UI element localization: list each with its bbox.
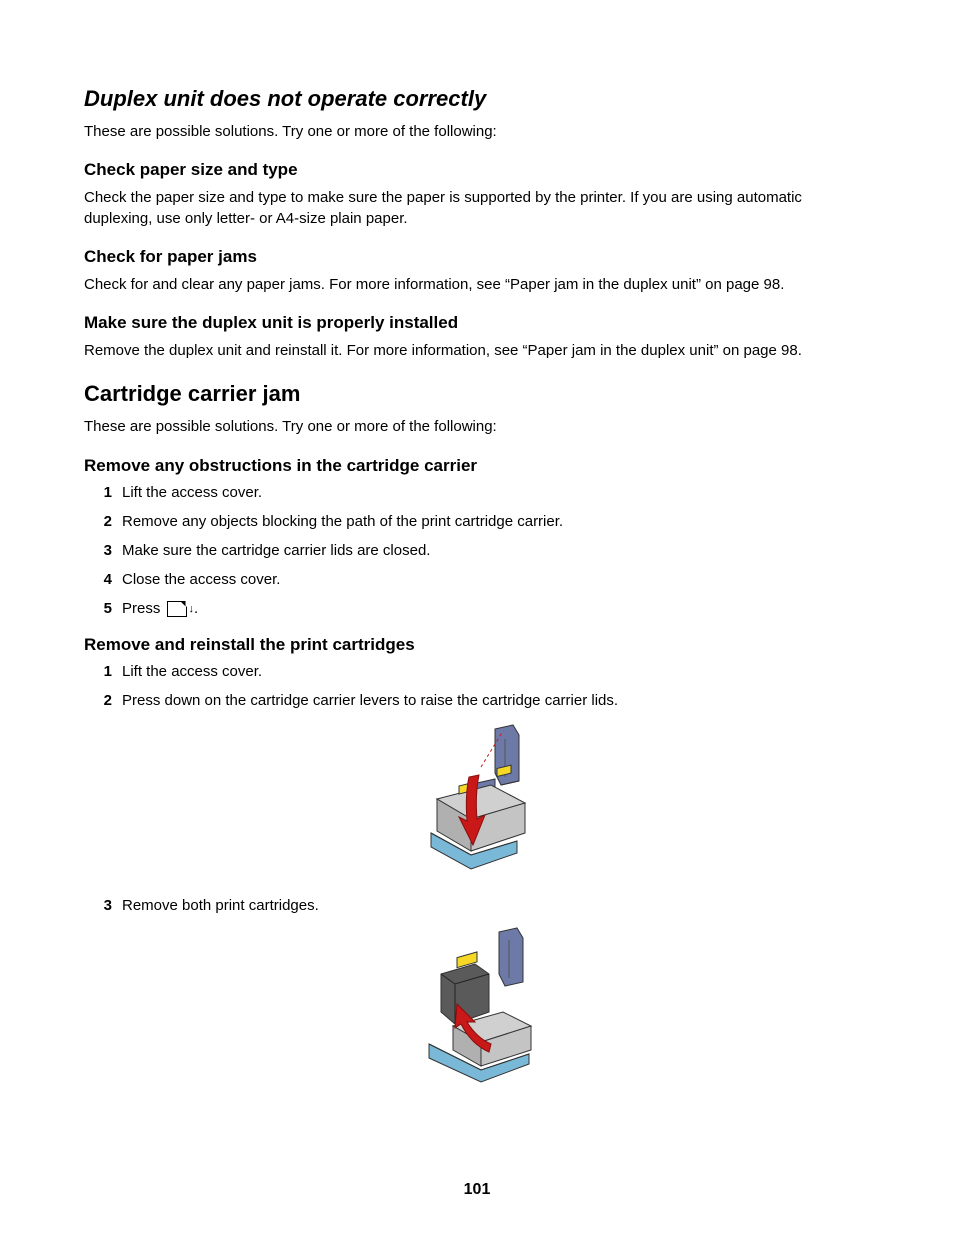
steps-remove-reinstall-b: 3Remove both print cartridges.	[84, 897, 870, 914]
page-number: 101	[0, 1181, 954, 1199]
steps-remove-reinstall-a: 1Lift the access cover. 2Press down on t…	[84, 663, 870, 709]
step-text: Lift the access cover.	[122, 484, 870, 501]
step-text: Close the access cover.	[122, 571, 870, 588]
heading-remove-reinstall: Remove and reinstall the print cartridge…	[84, 635, 870, 655]
step-text: Remove any objects blocking the path of …	[122, 513, 870, 530]
step-text: Press down on the cartridge carrier leve…	[122, 692, 870, 709]
heading-check-paper: Check paper size and type	[84, 160, 870, 180]
intro-cartridge: These are possible solutions. Try one or…	[84, 417, 870, 437]
step-text: Lift the access cover.	[122, 663, 870, 680]
steps-remove-obstructions: 1Lift the access cover. 2Remove any obje…	[84, 484, 870, 617]
step-text: Remove both print cartridges.	[122, 897, 870, 914]
body-check-paper: Check the paper size and type to make su…	[84, 188, 870, 229]
heading-install: Make sure the duplex unit is properly in…	[84, 313, 870, 333]
step-text: Make sure the cartridge carrier lids are…	[122, 542, 870, 559]
heading-cartridge-jam: Cartridge carrier jam	[84, 381, 870, 407]
heading-check-jams: Check for paper jams	[84, 247, 870, 267]
illustration-press-carrier	[407, 721, 547, 881]
intro-duplex: These are possible solutions. Try one or…	[84, 122, 870, 142]
heading-remove-obstructions: Remove any obstructions in the cartridge…	[84, 456, 870, 476]
illustration-remove-cartridge	[407, 926, 547, 1086]
heading-duplex: Duplex unit does not operate correctly	[84, 86, 870, 112]
power-page-icon	[167, 601, 187, 617]
body-install: Remove the duplex unit and reinstall it.…	[84, 341, 870, 361]
body-check-jams: Check for and clear any paper jams. For …	[84, 275, 870, 295]
step-text: Press ↓.	[122, 600, 870, 617]
